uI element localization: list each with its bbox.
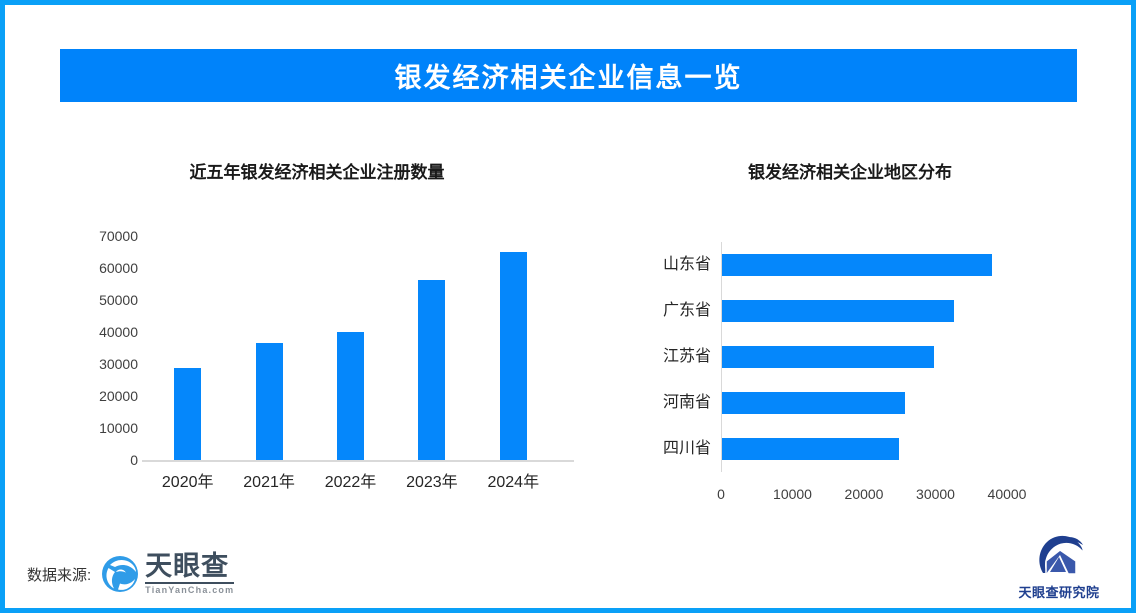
bar (722, 438, 899, 460)
research-institute-name: 天眼查研究院 (1018, 585, 1100, 600)
y-tick-label: 60000 (99, 260, 138, 276)
bar (722, 300, 954, 322)
x-tick-label: 20000 (844, 486, 884, 502)
x-axis-line (142, 460, 574, 462)
y-tick-label: 30000 (99, 356, 138, 372)
y-tick-label: 50000 (99, 292, 138, 308)
bar (722, 254, 992, 276)
tianyancha-wordmark: 天眼查 TianYanCha.com (145, 551, 235, 595)
y-tick-label: 0 (130, 452, 138, 468)
data-source: 数据来源: 天眼查 TianYanCha.com (27, 551, 235, 595)
bar (722, 346, 934, 368)
bar (418, 280, 446, 460)
y-tick-label: 20000 (99, 388, 138, 404)
x-tick-label: 30000 (916, 486, 955, 502)
page-title: 银发经济相关企业信息一览 (394, 63, 743, 93)
y-category-label: 广东省 (662, 302, 711, 319)
x-category-label: 2024年 (487, 474, 540, 491)
y-category-label: 四川省 (662, 440, 711, 457)
x-category-label: 2020年 (161, 474, 214, 491)
tianyancha-aperture-icon (101, 555, 139, 593)
y-axis-line (721, 242, 722, 472)
tianyancha-name: 天眼查 (145, 551, 230, 581)
x-category-label: 2023年 (406, 474, 458, 491)
tianyancha-domain: TianYanCha.com (145, 582, 235, 595)
x-category-label: 2021年 (243, 474, 295, 491)
x-tick-label: 0 (717, 486, 725, 502)
x-tick-label: 10000 (773, 486, 812, 502)
left-chart-title: 近五年银发经济相关企业注册数量 (189, 163, 445, 182)
bar (174, 368, 202, 460)
source-label: 数据来源: (27, 566, 92, 584)
x-category-label: 2022年 (324, 474, 377, 491)
y-category-label: 江苏省 (662, 348, 711, 365)
research-institute-logo: 天眼查研究院 (1003, 533, 1115, 601)
y-tick-label: 70000 (99, 228, 138, 244)
tianyancha-logo: 天眼查 TianYanCha.com (101, 551, 235, 595)
bar (337, 332, 364, 460)
title-banner: 银发经济相关企业信息一览 (60, 49, 1077, 102)
bar (722, 392, 905, 414)
x-tick-label: 40000 (987, 486, 1027, 502)
registrations-bar-chart: 0 10000 20000 30000 40000 50000 60000 70000 2020… (95, 222, 585, 502)
y-tick-label: 10000 (99, 420, 138, 436)
regions-bar-chart: 山东省广东省江苏省河南省四川省 0 10000 20000 30000 40000 (640, 240, 1115, 520)
y-category-label: 河南省 (662, 394, 711, 411)
y-category-label: 山东省 (662, 256, 711, 273)
y-tick-label: 40000 (99, 324, 138, 340)
bar (255, 343, 283, 460)
right-chart-title: 银发经济相关企业地区分布 (748, 163, 952, 182)
tianyancha-research-eye-icon (1033, 533, 1085, 579)
bar (499, 252, 527, 460)
